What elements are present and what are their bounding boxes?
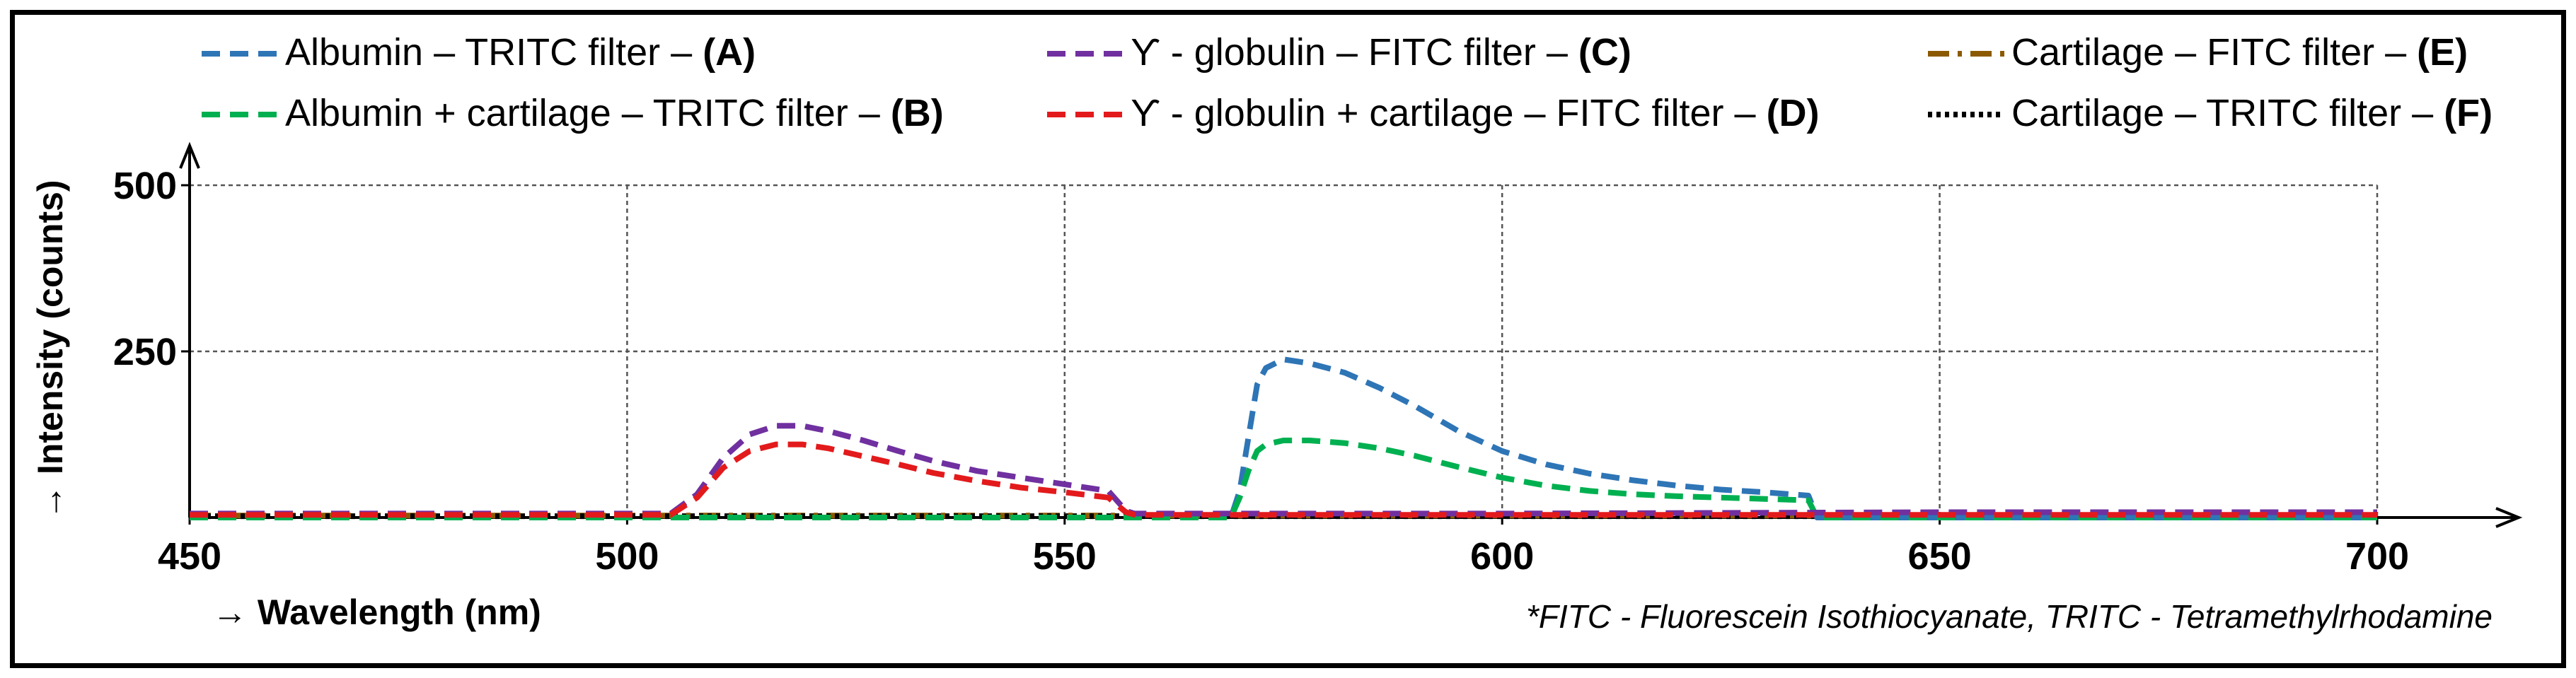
legend-label: Cartilage – FITC filter – (E) bbox=[2011, 31, 2468, 74]
legend: Albumin – TRITC filter – (A) ϒ - globulin… bbox=[202, 31, 2493, 134]
legend-letter: (B) bbox=[891, 92, 944, 134]
gridlines bbox=[190, 184, 2379, 518]
x-tick-label: 500 bbox=[595, 535, 659, 578]
legend-item-e: Cartilage – FITC filter – (E) bbox=[1928, 31, 2468, 74]
series-line-b bbox=[190, 438, 2377, 520]
series-lines bbox=[190, 356, 2377, 520]
chart-frame bbox=[10, 10, 2566, 668]
legend-letter: (E) bbox=[2417, 31, 2468, 74]
y-axis-arrow bbox=[179, 141, 200, 169]
y-tick-label: 500 bbox=[113, 165, 177, 207]
legend-letter: (C) bbox=[1578, 31, 1631, 74]
series-line-a bbox=[190, 356, 2377, 520]
axes bbox=[179, 141, 2523, 528]
legend-letter: (D) bbox=[1767, 92, 1820, 134]
x-tick-label: 600 bbox=[1470, 535, 1534, 578]
legend-item-f: Cartilage – TRITC filter – (F) bbox=[1928, 92, 2493, 134]
tick-labels: 450 500 550 600 650 700 250 500 bbox=[113, 165, 2409, 578]
series-line-d bbox=[190, 441, 2377, 518]
legend-letter: (F) bbox=[2444, 92, 2493, 134]
legend-letter: (A) bbox=[703, 31, 756, 74]
legend-item-d: ϒ - globulin + cartilage – FITC filter –… bbox=[1047, 92, 1820, 134]
x-tick-label: 700 bbox=[2345, 535, 2409, 578]
y-tick-label: 250 bbox=[113, 331, 177, 373]
legend-item-c: ϒ - globulin – FITC filter – (C) bbox=[1047, 31, 1631, 74]
legend-item-b: Albumin + cartilage – TRITC filter – (B) bbox=[202, 92, 944, 134]
x-axis-title: → Wavelength (nm) bbox=[212, 592, 541, 632]
legend-label: ϒ - globulin – FITC filter – (C) bbox=[1131, 31, 1631, 74]
x-tick-label: 650 bbox=[1908, 535, 1972, 578]
x-tick-label: 450 bbox=[158, 535, 221, 578]
x-tick-label: 550 bbox=[1033, 535, 1097, 578]
x-axis-arrow bbox=[2495, 507, 2523, 528]
legend-label: Albumin – TRITC filter – (A) bbox=[285, 31, 756, 74]
legend-item-a: Albumin – TRITC filter – (A) bbox=[202, 31, 756, 74]
legend-label: Cartilage – TRITC filter – (F) bbox=[2011, 92, 2493, 134]
legend-label: ϒ - globulin + cartilage – FITC filter –… bbox=[1131, 92, 1820, 134]
legend-label: Albumin + cartilage – TRITC filter – (B) bbox=[285, 92, 944, 134]
footnote: *FITC - Fluorescein Isothiocyanate, TRIT… bbox=[1526, 598, 2493, 635]
y-axis-title: → Intensity (counts) bbox=[30, 180, 70, 520]
